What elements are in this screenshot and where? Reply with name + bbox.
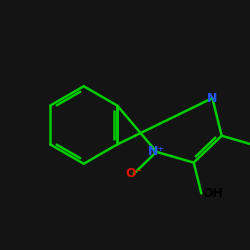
Text: O⁻: O⁻: [125, 168, 142, 180]
Text: N⁺: N⁺: [148, 145, 165, 158]
Text: N: N: [207, 92, 218, 105]
Text: OH: OH: [202, 187, 224, 200]
